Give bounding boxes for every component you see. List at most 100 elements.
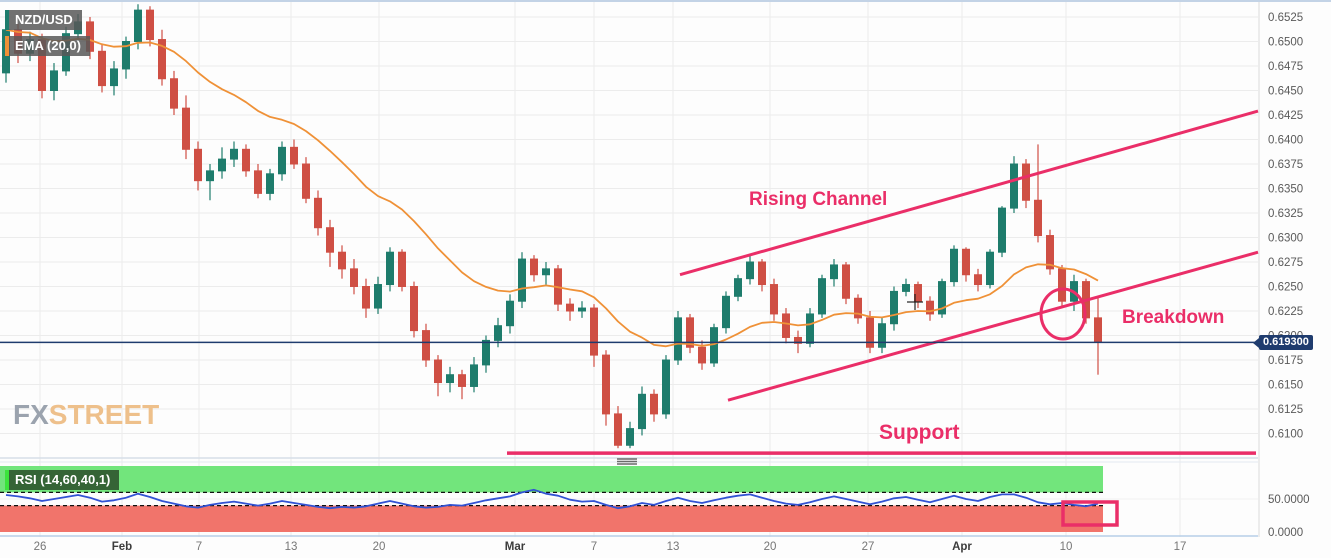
rsi-badge-label: RSI (14,60,40,1): [9, 470, 120, 490]
candle-body: [1010, 163, 1018, 209]
candle-body: [302, 163, 310, 199]
rsi-line: [5, 488, 1099, 510]
candle-body: [782, 313, 790, 338]
candle-body: [890, 290, 898, 325]
price-axis-label: 0.6375: [1268, 159, 1303, 171]
time-axis-label[interactable]: 17: [1174, 541, 1187, 553]
candle-body: [254, 170, 262, 194]
price-axis-label: 0.6450: [1268, 86, 1303, 98]
candle-body: [110, 68, 118, 87]
time-axis-label[interactable]: 13: [285, 541, 298, 553]
candle-body: [134, 9, 142, 43]
candle-body: [938, 281, 946, 315]
candle-body: [494, 325, 502, 341]
candle-body: [146, 9, 154, 41]
breakdown-annotation[interactable]: Breakdown: [1122, 307, 1225, 328]
time-axis-label[interactable]: 10: [1060, 541, 1073, 553]
time-axis-label[interactable]: 7: [591, 541, 597, 553]
breakdown-circle[interactable]: [1039, 287, 1087, 341]
price-axis-label: 0.6175: [1268, 355, 1303, 367]
candle-body: [806, 313, 814, 344]
candle-body: [566, 303, 574, 312]
candle-body: [602, 354, 610, 415]
ema-color-strip: [5, 36, 9, 56]
candle-body: [842, 264, 850, 299]
candle-body: [434, 359, 442, 384]
price-axis-label: 0.6500: [1268, 37, 1303, 49]
candle-body: [998, 207, 1006, 253]
candle-body: [362, 286, 370, 309]
candle-body: [986, 251, 994, 286]
candle-body: [794, 336, 802, 344]
candle-body: [98, 50, 106, 87]
candle-body: [458, 374, 466, 387]
time-axis-label[interactable]: 20: [764, 541, 777, 553]
channel-lower-trendline[interactable]: [727, 250, 1259, 402]
ema-line: [5, 28, 1099, 348]
candle-body: [626, 428, 634, 446]
time-axis-label[interactable]: 20: [373, 541, 386, 553]
price-axis-label: 0.6150: [1268, 380, 1303, 392]
candle-body: [650, 393, 658, 415]
rsi-oversold-zone: [0, 505, 1103, 532]
candle-body: [446, 374, 454, 384]
candle-body: [758, 261, 766, 286]
price-axis-label: 0.6225: [1268, 306, 1303, 318]
time-axis-label[interactable]: 26: [34, 541, 47, 553]
time-axis-label[interactable]: Feb: [112, 541, 132, 553]
candle-body: [830, 264, 838, 280]
candle-body: [1034, 199, 1042, 237]
time-axis-label[interactable]: 7: [196, 541, 202, 553]
candle-body: [698, 346, 706, 364]
candle-body: [1046, 235, 1054, 270]
candle-body: [314, 197, 322, 229]
candle-body: [398, 251, 406, 287]
candle-body: [722, 295, 730, 329]
time-axis-label[interactable]: 13: [667, 541, 680, 553]
candle-body: [614, 413, 622, 446]
candle-body: [962, 248, 970, 276]
rsi-breakdown-box[interactable]: [1061, 500, 1119, 527]
candle-body: [50, 70, 58, 92]
time-axis-label[interactable]: 27: [862, 541, 875, 553]
candle-body: [182, 107, 190, 150]
time-axis-label[interactable]: Apr: [952, 541, 972, 553]
candle-body: [410, 286, 418, 332]
candle-body: [206, 170, 214, 182]
candle-body: [818, 278, 826, 315]
candle-body: [926, 300, 934, 315]
candle-body: [770, 284, 778, 315]
candle-body: [278, 146, 286, 175]
rsi-axis-label: 50.0000: [1268, 494, 1310, 506]
candle-body: [734, 278, 742, 297]
symbol-badge[interactable]: NZD/USD: [5, 10, 82, 30]
candle-body: [1094, 317, 1102, 343]
candle-body: [638, 393, 646, 430]
rising-channel-annotation[interactable]: Rising Channel: [749, 189, 888, 210]
candle-body: [518, 258, 526, 302]
candle-body: [578, 307, 586, 312]
candle-body: [902, 284, 910, 292]
candle-body: [746, 261, 754, 280]
price-axis-label: 0.6325: [1268, 208, 1303, 220]
candle-body: [686, 317, 694, 348]
support-annotation[interactable]: Support: [879, 421, 960, 444]
ema-indicator-badge[interactable]: EMA (20,0): [5, 36, 90, 56]
time-axis-label[interactable]: Mar: [505, 541, 526, 553]
price-axis-label: 0.6125: [1268, 404, 1303, 416]
price-axis-label: 0.6300: [1268, 233, 1303, 245]
symbol-badge-label: NZD/USD: [9, 10, 82, 30]
candle-body: [158, 39, 166, 80]
price-axis-label: 0.6250: [1268, 282, 1303, 294]
candle-body: [374, 284, 382, 309]
candle-body: [974, 274, 982, 286]
candle-body: [326, 227, 334, 253]
candle-body: [230, 148, 238, 160]
candle-body: [470, 364, 478, 387]
channel-upper-trendline[interactable]: [679, 109, 1259, 277]
candle-body: [218, 158, 226, 172]
rsi-overbought-zone: [0, 466, 1103, 493]
rsi-indicator-badge[interactable]: RSI (14,60,40,1): [5, 470, 120, 490]
